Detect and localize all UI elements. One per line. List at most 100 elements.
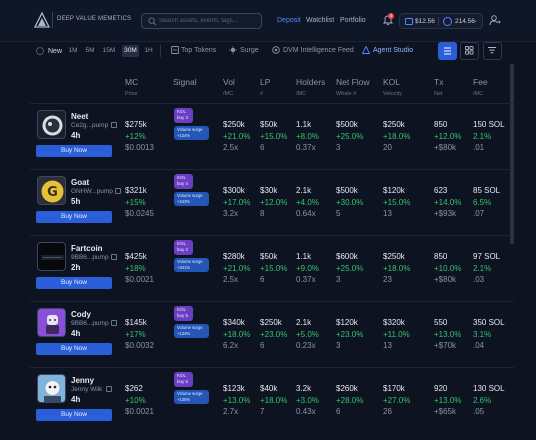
fee-mc: .04 xyxy=(473,341,485,350)
tx-net: +$93k xyxy=(434,209,457,218)
timeframe-5m[interactable]: 5M xyxy=(85,47,95,54)
token-avatar: G xyxy=(37,176,66,205)
top-tokens-link[interactable]: Top Tokens xyxy=(181,47,217,54)
vol-value: $340k xyxy=(223,318,245,327)
table-row[interactable]: Cody 9BB6...pump 4h Buy Now $145k +17% $… xyxy=(30,301,514,367)
whale-count: 5 xyxy=(336,209,341,218)
copy-icon[interactable] xyxy=(106,386,112,392)
table-row[interactable]: Fartcoin 9BB6...pump 2h Buy Now $425k +1… xyxy=(30,235,514,301)
fee-change: 2.6% xyxy=(473,396,492,405)
timeframe-1h[interactable]: 1H xyxy=(144,47,153,54)
tx-change: +14.0% xyxy=(434,198,462,207)
logo-icon[interactable] xyxy=(34,12,50,28)
netflow-value: $260k xyxy=(336,384,358,393)
token-age: 4h xyxy=(71,395,81,404)
fee-mc: .01 xyxy=(473,143,485,152)
nav-watchlist[interactable]: Watchlist xyxy=(306,17,335,24)
col-fee[interactable]: Fee xyxy=(473,77,488,87)
lp-change: +18.0% xyxy=(260,396,288,405)
filter-button[interactable] xyxy=(483,42,502,60)
copy-icon[interactable] xyxy=(111,254,117,260)
search-input[interactable] xyxy=(159,15,259,27)
table-row[interactable]: Neet Ce2g...pump 4h Buy Now $275k +12% $… xyxy=(30,103,514,169)
lp-value: $50k xyxy=(260,252,278,261)
col-kol[interactable]: KOL xyxy=(383,77,401,87)
fee-change: 3.1% xyxy=(473,330,492,339)
token-name: Fartcoin xyxy=(71,244,103,253)
col-vol[interactable]: Vol xyxy=(223,77,235,87)
kol-change: +11.0% xyxy=(383,330,410,339)
timeframe-15m[interactable]: 15M xyxy=(102,47,116,54)
new-radio[interactable] xyxy=(36,47,44,55)
agent-studio-link[interactable]: Agent Studio xyxy=(373,47,414,54)
timeframe-30m[interactable]: 30M xyxy=(122,45,139,57)
copy-icon[interactable] xyxy=(111,122,117,128)
holders-mc: 0.23x xyxy=(296,341,316,350)
grid-view-button[interactable] xyxy=(460,42,479,60)
nav-deposit[interactable]: Deposit xyxy=(277,17,301,24)
holders-mc: 0.43x xyxy=(296,407,316,416)
new-label[interactable]: New xyxy=(48,48,63,55)
volume-surge-badge: Volume surge +243% xyxy=(174,192,209,206)
user-add-icon[interactable] xyxy=(489,14,501,26)
search-box[interactable] xyxy=(141,13,262,29)
fartcoin-avatar-icon xyxy=(41,255,64,260)
price: $0.0245 xyxy=(125,209,154,218)
holders-mc: 0.37x xyxy=(296,143,316,152)
holders-value: 1.1k xyxy=(296,120,312,129)
surge-link[interactable]: Surge xyxy=(240,47,259,54)
fee-value: 130 SOL xyxy=(473,384,505,393)
col-holders-sub: /MC xyxy=(296,91,307,97)
token-name: Goat xyxy=(71,178,90,187)
table-row[interactable]: Jenny Jenny Wilk 4h Buy Now $262 +10% $0… xyxy=(30,367,514,433)
buy-now-button[interactable]: Buy Now xyxy=(36,145,112,157)
col-mc[interactable]: MC xyxy=(125,77,139,87)
table-row[interactable]: G Goat GNHW...pump 5h Buy Now $321k +15%… xyxy=(30,169,514,235)
tx-net: +$65k xyxy=(434,407,457,416)
lp-count: 8 xyxy=(260,209,265,218)
price: $0.0013 xyxy=(125,143,154,152)
kol-velocity: 26 xyxy=(383,407,392,416)
timeframe-1m[interactable]: 1M xyxy=(68,47,78,54)
holders-mc: 0.64x xyxy=(296,209,316,218)
col-lp[interactable]: LP xyxy=(260,77,271,87)
holders-mc: 0.37x xyxy=(296,275,316,284)
buy-now-button[interactable]: Buy Now xyxy=(36,211,112,223)
wallet-balance[interactable]: $12.56 214.56 ⌄ xyxy=(399,13,483,29)
buy-now-button[interactable]: Buy Now xyxy=(36,409,112,421)
token-address: Ce2g...pump xyxy=(71,122,109,129)
col-signal[interactable]: Signal xyxy=(173,77,197,87)
scrollbar[interactable] xyxy=(510,64,514,244)
netflow-change: +25.0% xyxy=(336,132,364,141)
col-holders[interactable]: Holders xyxy=(296,77,326,87)
balance-usd: $12.56 xyxy=(415,18,435,25)
copy-icon[interactable] xyxy=(115,188,121,194)
lp-change: +15.0% xyxy=(260,264,288,273)
sol-coin-icon xyxy=(443,17,452,26)
nav-portfolio[interactable]: Portfolio xyxy=(340,17,366,24)
buy-now-button[interactable]: Buy Now xyxy=(36,343,112,355)
kol-value: $170k xyxy=(383,384,405,393)
chevron-down-icon[interactable]: ⌄ xyxy=(473,18,479,24)
intelligence-feed-link[interactable]: DVM Intelligence Feed xyxy=(283,47,354,54)
mc-value: $425k xyxy=(125,252,147,261)
copy-icon[interactable] xyxy=(111,320,117,326)
token-address: 9BB6...pump xyxy=(71,254,109,261)
price: $0.0032 xyxy=(125,341,154,350)
balance-sol: 214.56 xyxy=(455,18,475,25)
col-tx[interactable]: Tx xyxy=(434,77,444,87)
holders-change: +5.0% xyxy=(296,330,319,339)
fee-value: 97 SOL xyxy=(473,252,501,261)
col-netflow[interactable]: Net Flow xyxy=(336,77,370,87)
whale-count: 6 xyxy=(336,407,341,416)
kol-value: $320k xyxy=(383,318,405,327)
mc-value: $321k xyxy=(125,186,147,195)
netflow-value: $120k xyxy=(336,318,358,327)
lp-count: 7 xyxy=(260,407,265,416)
list-view-button[interactable] xyxy=(438,42,457,60)
svg-text:G: G xyxy=(47,185,58,200)
lp-count: 6 xyxy=(260,275,265,284)
volume-surge-badge: Volume surge +124% xyxy=(174,126,209,140)
kol-change: +27.0% xyxy=(383,396,411,405)
buy-now-button[interactable]: Buy Now xyxy=(36,277,112,289)
